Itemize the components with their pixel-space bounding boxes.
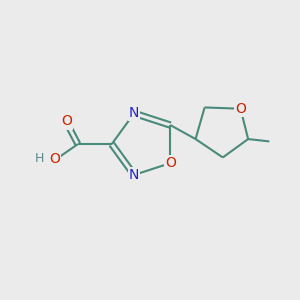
Text: O: O xyxy=(165,156,176,170)
Text: O: O xyxy=(61,114,72,128)
Text: O: O xyxy=(235,102,246,116)
Text: N: N xyxy=(129,106,139,120)
Text: H: H xyxy=(34,152,44,165)
Text: O: O xyxy=(49,152,60,166)
Text: N: N xyxy=(129,168,139,182)
